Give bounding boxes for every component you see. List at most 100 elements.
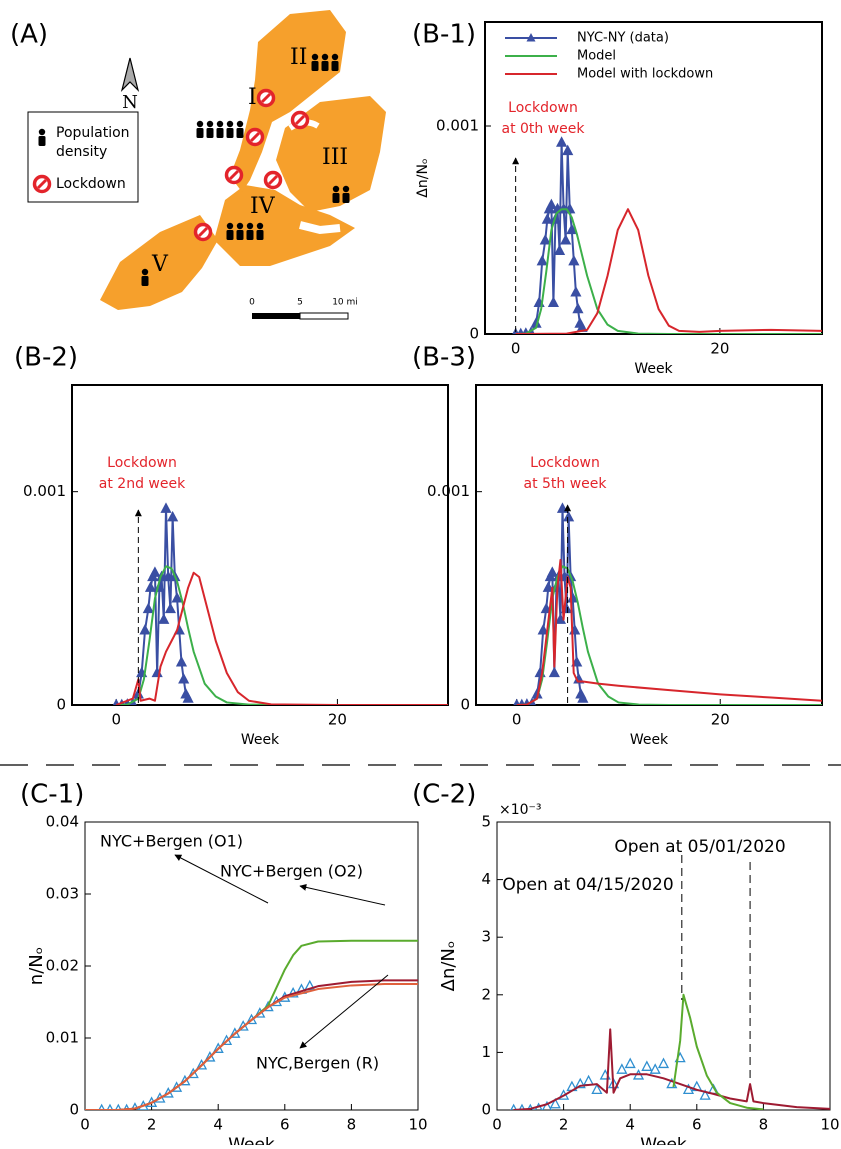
x-tick-label: 2 bbox=[147, 1116, 157, 1134]
borough bbox=[214, 185, 355, 266]
scale-label: 10 mi bbox=[332, 298, 358, 308]
data-point bbox=[566, 223, 578, 235]
panel-label: (B-2) bbox=[14, 343, 78, 373]
plot-area bbox=[513, 502, 822, 705]
data-point bbox=[553, 244, 566, 255]
plot-area bbox=[112, 502, 448, 705]
data-point bbox=[204, 1051, 216, 1062]
plot-frame bbox=[71, 384, 449, 706]
series-line bbox=[513, 1028, 830, 1110]
x-tick-label: 20 bbox=[710, 340, 729, 358]
x-tick-label: 8 bbox=[347, 1116, 357, 1134]
x-axis-label: Week bbox=[634, 361, 673, 377]
series-annotation: NYC+Bergen (O2) bbox=[220, 862, 363, 881]
data-point bbox=[549, 1097, 561, 1109]
lockdown-annotation: at 2nd week bbox=[99, 476, 186, 492]
x-tick-label: 20 bbox=[328, 711, 347, 729]
legend-text: density bbox=[56, 144, 107, 160]
data-point bbox=[571, 655, 583, 667]
y-axis-label: Δn/Nₒ bbox=[415, 158, 431, 197]
y-tick-label: 2 bbox=[481, 985, 491, 1003]
x-tick-label: 6 bbox=[280, 1116, 290, 1134]
data-point bbox=[167, 510, 179, 522]
scale-bar bbox=[299, 312, 349, 320]
data-point bbox=[624, 1057, 636, 1069]
scale-bar bbox=[252, 313, 300, 319]
data-point bbox=[657, 1057, 670, 1069]
north-label: N bbox=[122, 92, 138, 113]
panel-label: (C-2) bbox=[412, 780, 476, 810]
x-axis-label: Week bbox=[241, 732, 280, 748]
y-tick-label: 0 bbox=[469, 325, 479, 343]
borough bbox=[100, 215, 218, 310]
x-axis-label: Week bbox=[630, 732, 669, 748]
series-line bbox=[672, 993, 764, 1110]
y-tick-label: 0 bbox=[56, 696, 66, 714]
lockdown-annotation: Lockdown bbox=[107, 455, 177, 471]
x-tick-label: 0 bbox=[511, 340, 521, 358]
map: I II III IV V N Population density Lockd… bbox=[27, 10, 386, 320]
data-point bbox=[162, 570, 174, 582]
legend-label: Model bbox=[577, 49, 616, 64]
data-point bbox=[170, 1081, 183, 1092]
y-tick-label: 0.001 bbox=[427, 482, 470, 500]
region-label: I bbox=[248, 85, 257, 110]
data-point bbox=[682, 1083, 695, 1094]
y-tick-label: 0.03 bbox=[46, 885, 79, 903]
data-point bbox=[574, 1077, 586, 1089]
data-point bbox=[548, 666, 560, 678]
data-point bbox=[649, 1063, 661, 1074]
series-line bbox=[116, 565, 448, 705]
data-point bbox=[572, 302, 584, 314]
lockdown-annotation: Lockdown bbox=[530, 455, 600, 471]
plot-area bbox=[512, 136, 822, 334]
x-tick-label: 4 bbox=[625, 1116, 635, 1134]
y-tick-label: 0.001 bbox=[436, 117, 479, 135]
y-tick-label: 0.01 bbox=[46, 1029, 79, 1047]
annotation-arrow bbox=[299, 974, 389, 1049]
data-point bbox=[542, 581, 554, 592]
plot-area bbox=[85, 939, 418, 1110]
x-axis-label: Week bbox=[640, 1135, 687, 1145]
y-tick-label: 0.001 bbox=[23, 482, 66, 500]
legend-text: Population bbox=[56, 125, 130, 141]
x-axis-label: Week bbox=[228, 1135, 275, 1145]
open-annotation: Open at 04/15/2020 bbox=[502, 875, 673, 895]
data-point bbox=[541, 213, 553, 224]
data-point bbox=[171, 591, 183, 603]
x-tick-label: 6 bbox=[692, 1116, 702, 1134]
y-tick-label: 0 bbox=[460, 696, 470, 714]
scale-label: 5 bbox=[297, 298, 303, 308]
series-line bbox=[515, 208, 822, 334]
data-point bbox=[570, 286, 582, 297]
y-tick-label: 0 bbox=[69, 1101, 79, 1119]
x-tick-label: 0 bbox=[80, 1116, 90, 1134]
x-tick-label: 10 bbox=[408, 1116, 427, 1134]
data-point bbox=[164, 602, 177, 614]
panel-label: (C-1) bbox=[20, 780, 84, 810]
data-point bbox=[182, 692, 194, 703]
data-point bbox=[545, 198, 557, 210]
data-point bbox=[562, 144, 574, 156]
data-point bbox=[560, 234, 572, 245]
lockdown-annotation: at 5th week bbox=[523, 476, 607, 492]
x-tick-label: 10 bbox=[820, 1116, 839, 1134]
panel-label: (B-3) bbox=[412, 343, 476, 373]
data-point bbox=[547, 296, 560, 307]
x-tick-label: 0 bbox=[111, 711, 121, 729]
lockdown-annotation: at 0th week bbox=[501, 121, 585, 137]
x-tick-label: 4 bbox=[213, 1116, 223, 1134]
data-point bbox=[577, 692, 589, 703]
y-tick-label: 0 bbox=[481, 1101, 491, 1119]
legend-label: Model with lockdown bbox=[577, 67, 713, 82]
x-tick-label: 2 bbox=[559, 1116, 569, 1134]
data-point bbox=[591, 1083, 603, 1094]
data-point bbox=[563, 510, 575, 522]
data-point bbox=[539, 234, 551, 245]
legend-label: NYC-NY (data) bbox=[577, 31, 669, 46]
panel-label: (A) bbox=[10, 20, 48, 50]
series-annotation: NYC+Bergen (O1) bbox=[100, 832, 243, 851]
data-point bbox=[540, 602, 552, 614]
x-tick-label: 8 bbox=[759, 1116, 769, 1134]
data-point bbox=[160, 502, 172, 513]
